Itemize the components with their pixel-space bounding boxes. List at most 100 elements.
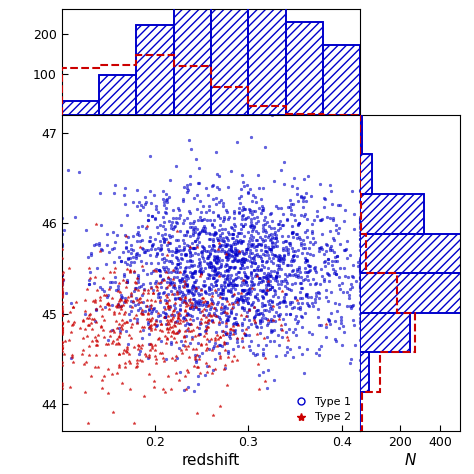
Point (137, 282, 145, 289)
Point (196, 356, 203, 363)
Point (305, 262, 313, 269)
Point (212, 288, 220, 295)
Point (260, 287, 267, 295)
Point (204, 255, 212, 262)
Point (282, 237, 290, 245)
Point (220, 281, 228, 288)
Point (132, 285, 139, 292)
Point (161, 276, 168, 284)
Point (179, 195, 187, 203)
Point (273, 277, 281, 285)
Point (64, 166, 72, 173)
Point (346, 359, 354, 366)
Point (307, 238, 314, 246)
Point (132, 364, 139, 371)
Point (293, 267, 301, 275)
Point (186, 232, 194, 239)
Point (149, 290, 157, 297)
Point (191, 355, 199, 363)
Point (279, 210, 287, 218)
Point (239, 258, 246, 265)
Point (210, 256, 218, 264)
Point (297, 241, 304, 249)
Point (243, 278, 250, 286)
Point (229, 326, 237, 334)
Point (356, 256, 364, 264)
Point (222, 330, 229, 337)
Point (188, 335, 196, 343)
Point (207, 312, 214, 320)
Point (323, 241, 331, 249)
Point (142, 224, 150, 232)
Point (182, 251, 189, 259)
Point (247, 223, 255, 231)
Point (224, 349, 232, 357)
Point (311, 238, 319, 246)
Point (169, 313, 176, 320)
Point (199, 243, 207, 251)
Point (111, 273, 119, 281)
Bar (360, 313, 410, 352)
Point (125, 351, 132, 358)
Point (147, 325, 155, 332)
Point (246, 222, 254, 229)
Point (181, 315, 189, 323)
Point (176, 228, 183, 235)
Point (328, 262, 336, 269)
Point (261, 220, 268, 228)
Point (221, 242, 229, 250)
Point (230, 255, 238, 263)
Point (249, 349, 256, 356)
Point (212, 258, 220, 266)
Point (280, 298, 287, 305)
Bar (360, 115, 362, 155)
Point (225, 230, 232, 238)
Point (246, 249, 254, 257)
Point (285, 239, 293, 246)
Point (267, 302, 275, 310)
Point (158, 250, 165, 258)
Point (250, 222, 258, 229)
Point (253, 290, 260, 298)
Point (195, 164, 203, 171)
Point (322, 240, 330, 247)
Point (263, 247, 270, 255)
Point (173, 253, 180, 261)
Point (237, 257, 245, 264)
Point (87, 250, 95, 257)
Point (261, 354, 269, 361)
Point (161, 357, 168, 365)
Point (154, 293, 162, 301)
Point (309, 229, 316, 237)
Point (220, 213, 228, 220)
Point (171, 291, 178, 298)
Point (177, 278, 184, 286)
Point (243, 278, 250, 286)
Point (221, 240, 228, 248)
Point (137, 298, 145, 306)
Point (187, 243, 194, 251)
Point (270, 286, 277, 294)
Point (122, 238, 130, 246)
Point (292, 316, 299, 323)
Point (116, 350, 123, 357)
Point (194, 363, 201, 371)
Point (316, 244, 324, 252)
Point (178, 298, 185, 306)
Point (66, 383, 73, 391)
Point (303, 268, 310, 276)
Point (267, 267, 275, 274)
Point (198, 227, 206, 235)
Point (317, 216, 325, 224)
Point (136, 350, 143, 357)
Point (192, 276, 200, 284)
Point (152, 202, 160, 210)
Point (164, 373, 172, 380)
Point (245, 252, 253, 259)
Point (288, 223, 296, 230)
Point (58, 319, 65, 326)
Point (181, 273, 189, 281)
Point (160, 254, 168, 262)
Point (172, 222, 179, 229)
Point (128, 292, 135, 300)
